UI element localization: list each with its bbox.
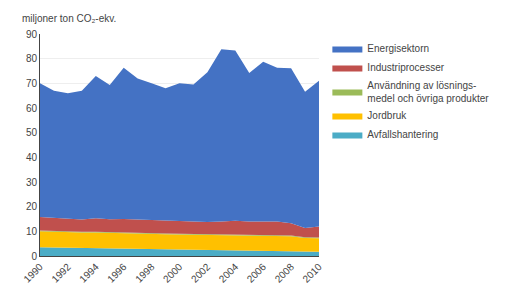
svg-text:70: 70 <box>26 78 38 89</box>
svg-text:2010: 2010 <box>300 261 324 285</box>
svg-text:Energisektorn: Energisektorn <box>367 43 429 54</box>
svg-text:2008: 2008 <box>273 261 297 285</box>
svg-text:2006: 2006 <box>245 261 269 285</box>
svg-text:40: 40 <box>26 152 38 163</box>
svg-text:Avfallshantering: Avfallshantering <box>367 129 438 140</box>
svg-text:Industriprocesser: Industriprocesser <box>367 62 444 73</box>
svg-text:90: 90 <box>26 29 38 40</box>
svg-text:50: 50 <box>26 127 38 138</box>
svg-text:20: 20 <box>26 201 38 212</box>
svg-text:Jordbruk: Jordbruk <box>367 110 407 121</box>
svg-text:1996: 1996 <box>105 261 129 285</box>
svg-text:10: 10 <box>26 226 38 237</box>
svg-text:1992: 1992 <box>49 261 73 285</box>
svg-text:60: 60 <box>26 103 38 114</box>
svg-text:30: 30 <box>26 177 38 188</box>
svg-text:1994: 1994 <box>77 261 101 285</box>
svg-text:2002: 2002 <box>189 261 213 285</box>
svg-text:Användning av lösnings-medel o: Användning av lösnings-medel och övriga … <box>367 80 489 104</box>
svg-text:1998: 1998 <box>133 261 157 285</box>
svg-text:0: 0 <box>31 251 37 262</box>
svg-text:2004: 2004 <box>217 261 241 285</box>
svg-text:80: 80 <box>26 53 38 64</box>
svg-text:2000: 2000 <box>161 261 185 285</box>
svg-text:miljoner ton CO₂-ekv.: miljoner ton CO₂-ekv. <box>22 13 116 24</box>
svg-text:1990: 1990 <box>21 261 45 285</box>
